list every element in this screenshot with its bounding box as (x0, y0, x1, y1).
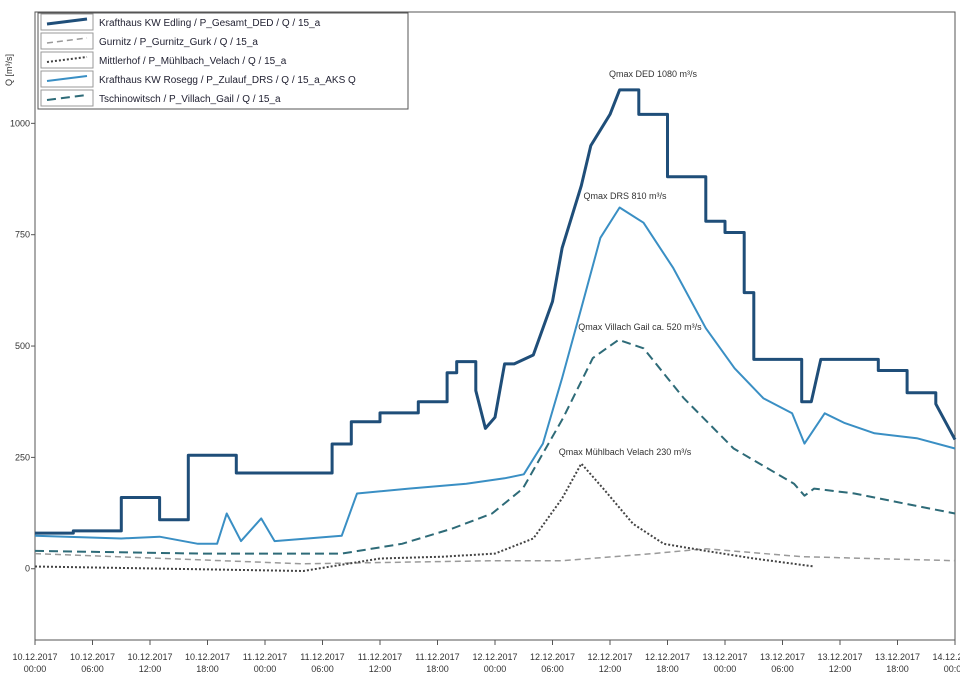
y-tick-label: 750 (15, 230, 30, 240)
x-tick-label: 11.12.2017 00:00 (243, 652, 287, 674)
legend-box (37, 12, 409, 110)
y-tick-label: 500 (15, 341, 30, 351)
x-tick-label: 11.12.2017 12:00 (358, 652, 402, 674)
y-axis-label: Q [m³/s] (4, 54, 14, 86)
x-tick-label: 11.12.2017 18:00 (415, 652, 459, 674)
legend-label: Krafthaus KW Rosegg / P_Zulauf_DRS / Q /… (99, 75, 356, 86)
legend-label: Mittlerhof / P_Mühlbach_Velach / Q / 15_… (99, 56, 287, 67)
x-tick-label: 10.12.2017 12:00 (127, 652, 172, 674)
y-tick-label: 1000 (10, 118, 30, 128)
legend-swatch (46, 17, 88, 26)
legend-swatch (46, 56, 88, 63)
legend-swatch (46, 75, 88, 82)
x-tick-label: 12.12.2017 00:00 (472, 652, 517, 674)
series-line (34, 462, 815, 572)
x-tick-label: 13.12.2017 12:00 (817, 652, 862, 674)
annotation: Qmax Mühlbach Velach 230 m³/s (559, 447, 692, 457)
series-line (34, 338, 956, 555)
series-line (35, 88, 957, 535)
annotation: Qmax DRS 810 m³/s (583, 191, 667, 201)
x-tick-label: 10.12.2017 00:00 (12, 652, 57, 674)
legend-swatch (46, 94, 88, 101)
x-tick-label: 11.12.2017 06:00 (300, 652, 344, 674)
annotation: Qmax Villach Gail ca. 520 m³/s (578, 322, 702, 332)
legend-swatch (46, 37, 88, 44)
annotation: Qmax DED 1080 m³/s (609, 69, 698, 79)
legend: Krafthaus KW Edling / P_Gesamt_DED / Q /… (37, 12, 409, 110)
x-tick-label: 10.12.2017 06:00 (70, 652, 115, 674)
series-line (34, 206, 956, 545)
x-tick-label: 12.12.2017 18:00 (645, 652, 690, 674)
y-tick-label: 0 (25, 564, 30, 574)
legend-label: Krafthaus KW Edling / P_Gesamt_DED / Q /… (99, 18, 321, 29)
x-tick-label: 12.12.2017 06:00 (530, 652, 575, 674)
x-tick-label: 13.12.2017 00:00 (702, 652, 747, 674)
x-tick-label: 10.12.2017 18:00 (185, 652, 230, 674)
y-tick-label: 250 (15, 452, 30, 462)
series-line (34, 547, 956, 565)
x-tick-label: 13.12.2017 06:00 (760, 652, 805, 674)
legend-label: Tschinowitsch / P_Villach_Gail / Q / 15_… (99, 94, 281, 105)
x-tick-label: 13.12.2017 18:00 (875, 652, 920, 674)
legend-label: Gurnitz / P_Gurnitz_Gurk / Q / 15_a (99, 37, 258, 48)
x-tick-label: 12.12.2017 12:00 (587, 652, 632, 674)
